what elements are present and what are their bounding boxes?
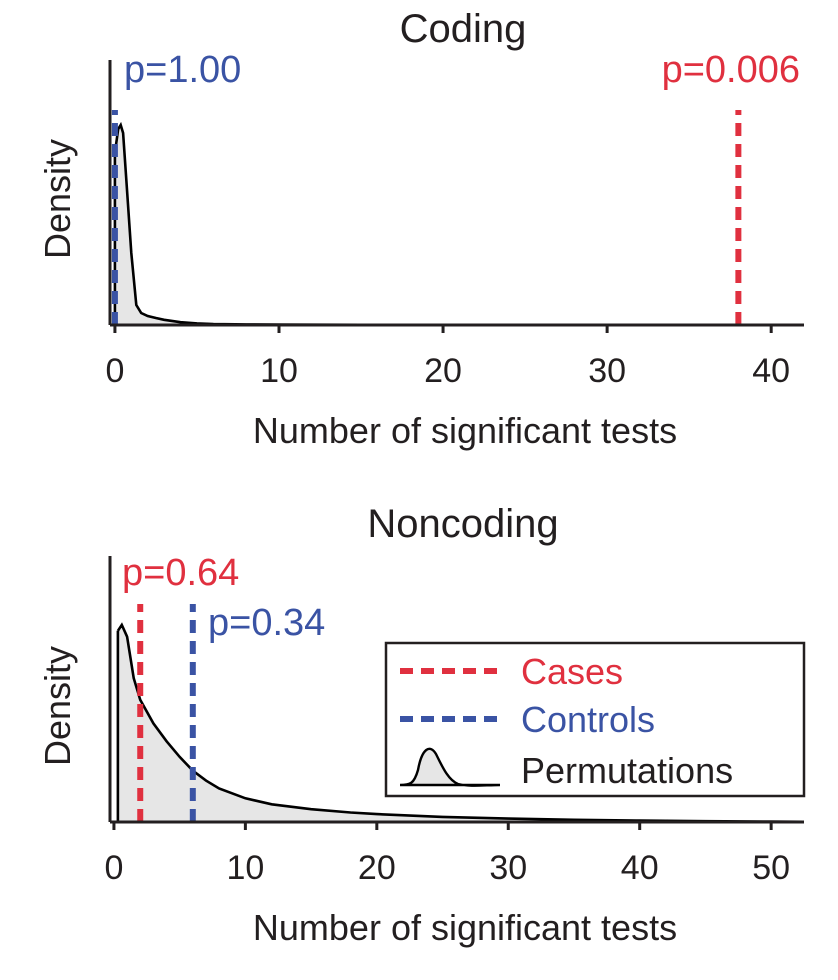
- plot-area: [111, 110, 805, 327]
- x-ticks: 0 10 20 30 40 50: [104, 822, 790, 887]
- x-ticks: 0 10 20 30 40: [105, 325, 790, 390]
- x-axis-label: Number of significant tests: [253, 907, 677, 948]
- x-tick-label: 30: [489, 849, 527, 887]
- legend-box: [384, 641, 806, 798]
- x-tick-label: 10: [260, 352, 298, 390]
- x-axis-label: Number of significant tests: [253, 410, 677, 451]
- noncoding-panel: Noncoding 0 10 20 30 40 50 Density Number of …: [37, 502, 806, 948]
- legend: Cases Controls Permutations: [384, 641, 806, 798]
- controls-pvalue-label: p=1.00: [124, 49, 241, 91]
- permutation-density-fill: [114, 125, 804, 325]
- permutation-density-fill: [117, 624, 804, 822]
- chart-title: Noncoding: [367, 502, 558, 546]
- legend-cases-label: Cases: [521, 651, 623, 692]
- x-tick-label: 10: [226, 849, 264, 887]
- cases-pvalue-label: p=0.006: [662, 49, 800, 91]
- legend-permutations-swatch: [399, 747, 501, 787]
- y-axis-label: Density: [37, 646, 78, 766]
- x-tick-label: 0: [105, 352, 124, 390]
- plot-area: [116, 604, 805, 824]
- coding-panel: Coding 0 10 20 30 40 Density Number of signi…: [37, 7, 805, 451]
- x-tick-label: 40: [752, 352, 790, 390]
- cases-pvalue-label: p=0.64: [122, 552, 239, 594]
- x-tick-label: 0: [104, 849, 123, 887]
- permutation-density-line: [113, 121, 805, 327]
- x-tick-label: 30: [588, 352, 626, 390]
- x-tick-label: 20: [424, 352, 462, 390]
- legend-controls-label: Controls: [521, 699, 655, 740]
- controls-pvalue-label: p=0.34: [208, 602, 325, 644]
- x-tick-label: 40: [621, 849, 659, 887]
- legend-permutations-label: Permutations: [521, 750, 733, 791]
- y-axis-label: Density: [37, 139, 78, 259]
- chart-title: Coding: [400, 7, 527, 51]
- x-tick-label: 20: [358, 849, 396, 887]
- x-tick-label: 50: [752, 849, 790, 887]
